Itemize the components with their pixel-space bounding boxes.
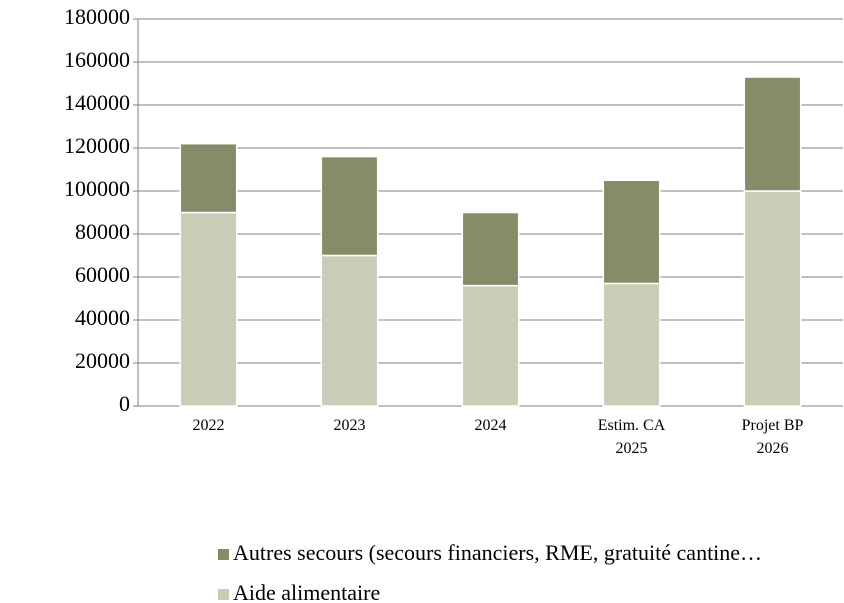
y-tick-label: 140000 [64,90,130,115]
bar-segment [179,211,238,407]
x-tick-label: 2024 [475,417,507,434]
y-tick-label: 60000 [75,262,130,287]
bar-segment [179,142,238,214]
bar-segment [602,179,661,285]
y-tick-label: 0 [119,391,130,416]
x-tick-label: 2022 [193,417,225,434]
bar-segment [602,282,661,407]
legend-marker [218,549,229,560]
bar-segment [461,284,520,407]
y-tick-label: 120000 [64,133,130,158]
y-tick-label: 180000 [64,4,130,29]
y-tick-label: 40000 [75,305,130,330]
bar-segment [461,211,520,287]
y-tick-label: 100000 [64,176,130,201]
y-tick-label: 160000 [64,47,130,72]
bar-segment [320,254,379,407]
bar-segment [743,190,802,407]
legend-label: Autres secours (secours financiers, RME,… [233,540,762,565]
x-tick-label: Projet BP 2026 [742,417,804,457]
x-tick-label: Estim. CA 2025 [598,417,666,457]
legend-label: Aide alimentaire [233,580,380,603]
y-tick-label: 20000 [75,348,130,373]
x-tick-label: 2023 [334,417,366,434]
legend-marker [218,589,229,600]
y-tick-label: 80000 [75,219,130,244]
bar-segment [320,155,379,257]
bar-segment [743,76,802,192]
